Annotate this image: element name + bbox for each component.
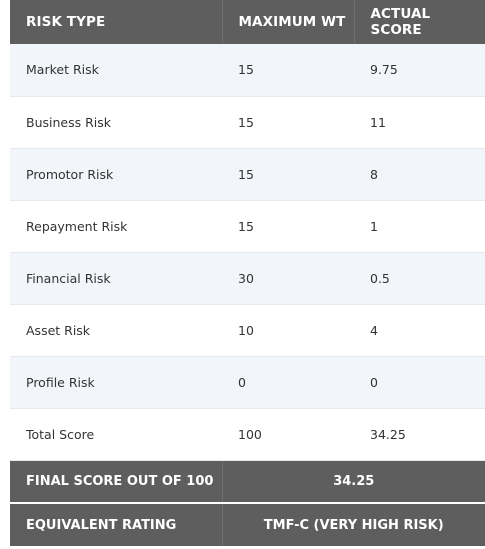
risk-score-table: RISK TYPE MAXIMUM WT ACTUAL SCORE Market…	[10, 0, 485, 546]
actual-score-cell: 1	[354, 200, 485, 253]
maximum-wt-cell: 15	[222, 96, 354, 149]
table-row-total: Total Score 100 34.25	[10, 408, 485, 461]
risk-type-cell: Asset Risk	[10, 304, 222, 357]
final-score-value: 34.25	[221, 460, 485, 504]
risk-type-cell: Total Score	[10, 408, 222, 461]
table-row: Profile Risk 0 0	[10, 356, 485, 409]
table-row: Asset Risk 10 4	[10, 304, 485, 357]
maximum-wt-cell: 15	[222, 44, 354, 97]
equivalent-rating-label: EQUIVALENT RATING	[10, 503, 222, 546]
actual-score-cell: 11	[354, 96, 485, 149]
maximum-wt-cell: 10	[222, 304, 354, 357]
actual-score-cell: 0.5	[354, 252, 485, 305]
maximum-wt-cell: 100	[222, 408, 354, 461]
maximum-wt-cell: 15	[222, 148, 354, 201]
actual-score-cell: 34.25	[354, 408, 485, 461]
actual-score-cell: 0	[354, 356, 485, 409]
header-risk-type: RISK TYPE	[10, 0, 222, 44]
actual-score-cell: 4	[354, 304, 485, 357]
header-actual-score: ACTUAL SCORE	[353, 0, 485, 44]
maximum-wt-cell: 0	[222, 356, 354, 409]
header-maximum-wt: MAXIMUM WT	[221, 0, 354, 44]
table-row: Business Risk 15 11	[10, 96, 485, 149]
table-row: Financial Risk 30 0.5	[10, 252, 485, 305]
header-row: RISK TYPE MAXIMUM WT ACTUAL SCORE	[10, 0, 485, 44]
actual-score-cell: 9.75	[354, 44, 485, 97]
table-row: Promotor Risk 15 8	[10, 148, 485, 201]
final-score-row: FINAL SCORE OUT OF 100 34.25	[10, 460, 485, 504]
risk-type-cell: Financial Risk	[10, 252, 222, 305]
equivalent-rating-value: TMF-C (VERY HIGH RISK)	[221, 503, 485, 546]
table-row: Repayment Risk 15 1	[10, 200, 485, 253]
table-body: Market Risk 15 9.75 Business Risk 15 11 …	[10, 44, 485, 546]
risk-type-cell: Promotor Risk	[10, 148, 222, 201]
risk-type-cell: Profile Risk	[10, 356, 222, 409]
table-header: RISK TYPE MAXIMUM WT ACTUAL SCORE	[10, 0, 485, 44]
maximum-wt-cell: 30	[222, 252, 354, 305]
final-score-label: FINAL SCORE OUT OF 100	[10, 460, 222, 504]
risk-type-cell: Repayment Risk	[10, 200, 222, 253]
risk-type-cell: Business Risk	[10, 96, 222, 149]
equivalent-rating-row: EQUIVALENT RATING TMF-C (VERY HIGH RISK)	[10, 503, 485, 546]
table-row: Market Risk 15 9.75	[10, 44, 485, 97]
risk-type-cell: Market Risk	[10, 44, 222, 97]
maximum-wt-cell: 15	[222, 200, 354, 253]
actual-score-cell: 8	[354, 148, 485, 201]
